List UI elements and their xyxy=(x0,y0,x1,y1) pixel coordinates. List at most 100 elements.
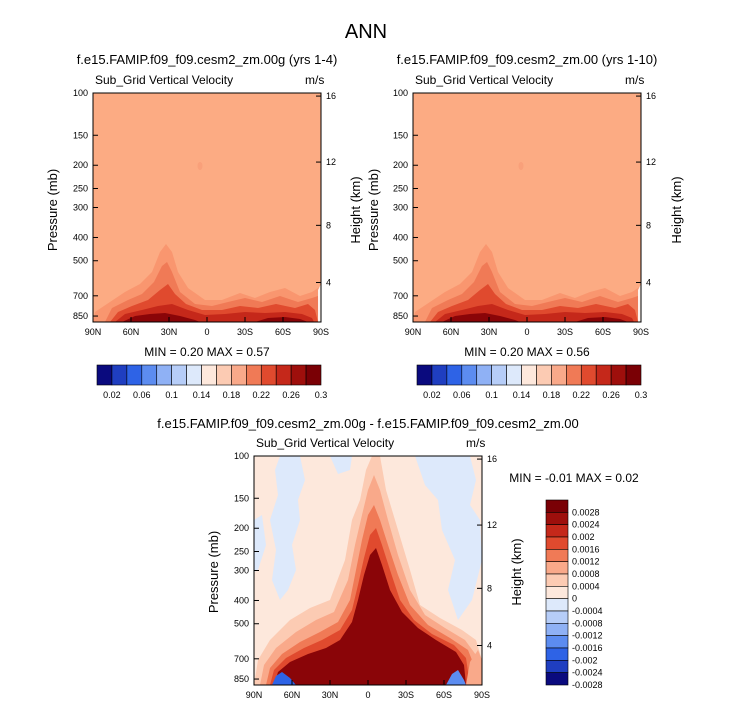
colorbar-swatch xyxy=(521,364,537,386)
figure-title: ANN xyxy=(345,21,387,43)
y-tick-label: 400 xyxy=(393,232,408,242)
y-tick-label: 300 xyxy=(73,203,88,213)
y-tick-label-right: 8 xyxy=(646,220,651,230)
y-tick-label-right: 4 xyxy=(646,277,651,287)
x-tick-label: 30N xyxy=(161,327,178,337)
y-tick-label: 400 xyxy=(73,232,88,242)
y-tick-label: 150 xyxy=(73,130,88,140)
x-tick-label: 90N xyxy=(246,690,263,700)
x-tick-label: 60N xyxy=(443,327,460,337)
y-tick-label: 700 xyxy=(234,654,249,664)
y-tick-label-right: 12 xyxy=(487,520,497,530)
colorbar-label: -0.0024 xyxy=(572,668,603,678)
contour-negative xyxy=(415,456,482,620)
colorbar-swatch xyxy=(491,364,507,386)
colorbar-swatch xyxy=(231,364,247,386)
colorbar-swatch xyxy=(545,635,569,649)
colorbar-swatch xyxy=(551,364,567,386)
y-axis-label-right: Height (km) xyxy=(348,176,363,243)
colorbar-swatch xyxy=(545,499,569,513)
y-axis-label: Pressure (mb) xyxy=(366,169,381,251)
colorbar-label: 0.0028 xyxy=(572,507,600,517)
colorbar-swatch xyxy=(545,561,569,575)
colorbar-label: 0.0012 xyxy=(572,557,600,567)
colorbar-swatch xyxy=(610,364,627,386)
x-tick-label: 30S xyxy=(398,690,414,700)
colorbar-label: 0.3 xyxy=(635,390,648,400)
min-max-label: MIN = -0.01 MAX = 0.02 xyxy=(509,471,639,485)
y-tick-label-right: 16 xyxy=(326,91,336,101)
y-tick-label-right: 12 xyxy=(326,157,336,167)
colorbar-swatch xyxy=(545,623,569,636)
colorbar-swatch xyxy=(431,364,448,386)
colorbar-swatch xyxy=(625,364,642,386)
colorbar-swatch xyxy=(156,364,172,386)
axis-ticks: 90N 60N 30N 0 30S 60S 90S 100 150 200 250 300 400 500… xyxy=(234,451,497,700)
colorbar-swatch xyxy=(111,364,128,386)
colorbar-swatch xyxy=(461,364,478,386)
contour-level-5 xyxy=(122,313,200,322)
x-tick-label: 90N xyxy=(85,327,102,337)
colorbar-label: 0.0024 xyxy=(572,520,600,530)
colorbar-swatch xyxy=(545,524,569,538)
y-tick-label-right: 4 xyxy=(326,277,331,287)
y-tick-label-right: 8 xyxy=(487,583,492,593)
y-tick-label: 150 xyxy=(234,493,249,503)
colorbar-label: -0.0008 xyxy=(572,618,603,628)
colorbar-label: 0.0016 xyxy=(572,544,600,554)
y-tick-label: 200 xyxy=(393,160,408,170)
y-tick-label: 200 xyxy=(234,523,249,533)
y-tick-label: 100 xyxy=(234,451,249,461)
x-tick-label: 60N xyxy=(284,690,301,700)
y-tick-label: 400 xyxy=(234,595,249,605)
units-label: m/s xyxy=(466,436,485,450)
colorbar-swatch xyxy=(545,610,569,624)
y-tick-label: 500 xyxy=(234,619,249,629)
contour-level-5 xyxy=(442,313,520,322)
colorbar-swatch xyxy=(545,536,569,550)
colorbar-swatch xyxy=(171,364,187,386)
y-tick-label: 250 xyxy=(73,183,88,193)
colorbar-label: -0.0016 xyxy=(572,643,603,653)
x-tick-label: 0 xyxy=(204,327,209,337)
x-tick-label: 0 xyxy=(524,327,529,337)
colorbar-swatch xyxy=(580,364,597,386)
colorbar-swatch xyxy=(536,364,552,386)
colorbar-swatch xyxy=(416,364,433,386)
contour-level-5b xyxy=(255,317,308,322)
x-tick-label: 90S xyxy=(313,327,329,337)
panel-title: f.e15.FAMIP.f09_f09.cesm2_zm.00g - f.e15… xyxy=(157,416,579,431)
colorbar-label: 0.1 xyxy=(165,390,178,400)
y-tick-label: 300 xyxy=(393,203,408,213)
colorbar: 0.02 0.06 0.1 0.14 0.18 0.22 0.26 0.3 xyxy=(96,364,327,400)
y-tick-label: 850 xyxy=(393,311,408,321)
axis-ticks: 90N 60N 30N 0 30S 60S 90S 100 150 200 250 300 400 500… xyxy=(73,88,336,337)
colorbar-swatch xyxy=(290,364,307,386)
panel-title: f.e15.FAMIP.f09_f09.cesm2_zm.00g (yrs 1-… xyxy=(77,52,338,67)
contour-level-5 xyxy=(274,548,466,685)
panel-difference: f.e15.FAMIP.f09_f09.cesm2_zm.00g - f.e15… xyxy=(157,416,639,700)
colorbar-label: 0.14 xyxy=(193,390,211,400)
y-tick-label: 100 xyxy=(73,88,88,98)
y-axis-label-right: Height (km) xyxy=(669,176,684,243)
x-tick-label: 30S xyxy=(557,327,573,337)
y-tick-label-right: 16 xyxy=(487,454,497,464)
y-tick-label: 100 xyxy=(393,88,408,98)
x-tick-label: 60S xyxy=(595,327,611,337)
colorbar-label: 0.14 xyxy=(513,390,531,400)
y-tick-label: 850 xyxy=(73,311,88,321)
colorbar-label: 0.0004 xyxy=(572,581,600,591)
colorbar-label: 0.18 xyxy=(543,390,561,400)
colorbar-label: 0.26 xyxy=(282,390,300,400)
colorbar: 0.0028 0.0024 0.002 0.0016 0.0012 0.0008 0.000… xyxy=(545,499,603,690)
y-tick-label: 700 xyxy=(393,291,408,301)
colorbar-label: 0.02 xyxy=(103,390,121,400)
contour-negative-surface xyxy=(272,672,296,685)
y-tick-label: 850 xyxy=(234,674,249,684)
x-tick-label: 90S xyxy=(474,690,490,700)
colorbar-swatch xyxy=(305,364,322,386)
y-tick-label-right: 12 xyxy=(646,157,656,167)
x-tick-label: 90S xyxy=(633,327,649,337)
contour-negative-surface xyxy=(446,670,466,685)
colorbar-label: 0.002 xyxy=(572,532,595,542)
